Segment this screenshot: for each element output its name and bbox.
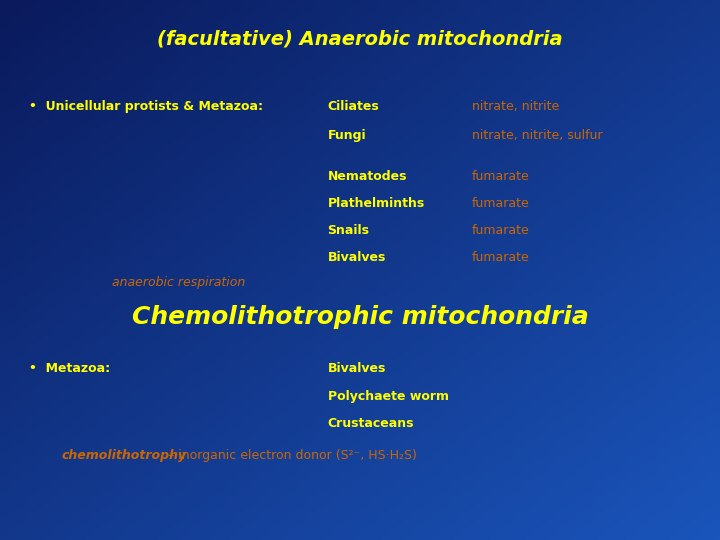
Text: nitrate, nitrite: nitrate, nitrite <box>472 100 559 113</box>
Text: Nematodes: Nematodes <box>328 170 407 183</box>
Text: •  Metazoa:: • Metazoa: <box>29 362 110 375</box>
Text: fumarate: fumarate <box>472 197 529 210</box>
Text: chemolithotrophy: chemolithotrophy <box>61 449 186 462</box>
Text: fumarate: fumarate <box>472 251 529 264</box>
Text: (facultative) Anaerobic mitochondria: (facultative) Anaerobic mitochondria <box>157 30 563 49</box>
Text: •  Unicellular protists & Metazoa:: • Unicellular protists & Metazoa: <box>29 100 263 113</box>
Text: fumarate: fumarate <box>472 170 529 183</box>
Text: Chemolithotrophic mitochondria: Chemolithotrophic mitochondria <box>132 305 588 329</box>
Text: Plathelminths: Plathelminths <box>328 197 425 210</box>
Text: Crustaceans: Crustaceans <box>328 417 414 430</box>
Text: Fungi: Fungi <box>328 129 366 141</box>
Text: Bivalves: Bivalves <box>328 362 386 375</box>
Text: anaerobic respiration: anaerobic respiration <box>112 276 245 289</box>
Text: nitrate, nitrite, sulfur: nitrate, nitrite, sulfur <box>472 129 602 141</box>
Text: – inorganic electron donor (S²⁻, HS·H₂S): – inorganic electron donor (S²⁻, HS·H₂S) <box>164 449 417 462</box>
Text: fumarate: fumarate <box>472 224 529 237</box>
Text: Ciliates: Ciliates <box>328 100 379 113</box>
Text: Polychaete worm: Polychaete worm <box>328 390 449 403</box>
Text: Bivalves: Bivalves <box>328 251 386 264</box>
Text: Snails: Snails <box>328 224 369 237</box>
